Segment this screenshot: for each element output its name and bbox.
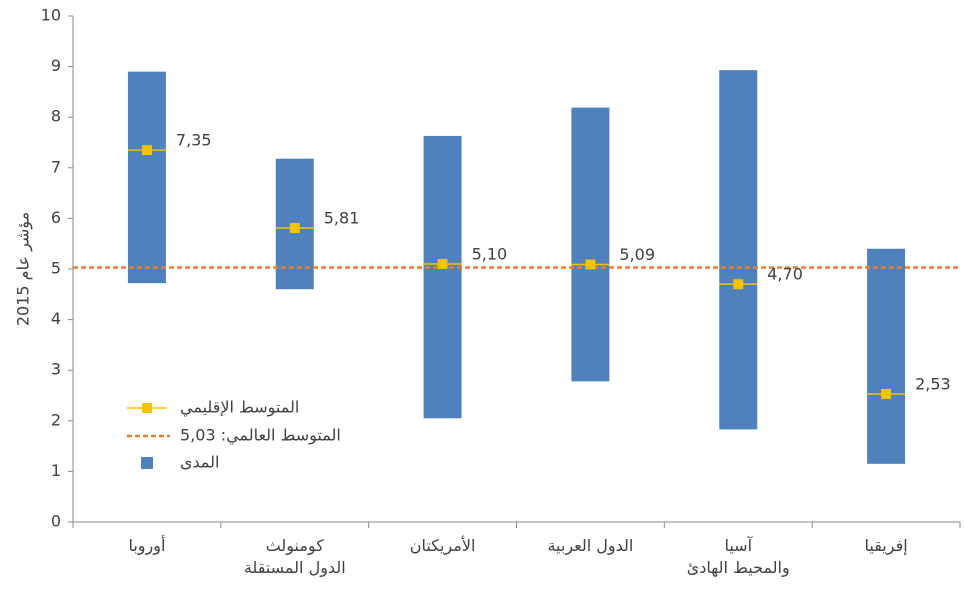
range-bar [571,107,610,382]
y-tick-label: 4 [51,309,61,328]
y-tick-label: 6 [51,208,61,227]
legend-label: المتوسط العالمي: 5,03 [180,426,341,446]
y-tick-label: 8 [51,107,61,126]
average-marker [437,258,448,269]
legend-swatch [142,403,152,413]
x-tick-label: الدول العربية [547,536,633,556]
y-tick-label: 3 [51,360,61,379]
legend-label: المتوسط الإقليمي [180,398,299,418]
range-bar [867,248,906,464]
x-tick-label: أوروبا [128,535,165,556]
y-tick-label: 9 [51,56,61,75]
average-marker [733,279,744,290]
legend-swatch [141,457,153,469]
average-marker [289,223,300,234]
x-tick-label: آسيا والمحيط الهادئ [687,536,790,578]
x-tick-label: الأمريكتان [410,535,476,556]
average-marker [585,259,596,270]
average-marker [881,388,892,399]
y-tick-label: 2 [51,410,61,429]
average-marker [141,145,152,156]
y-tick-label: 5 [51,259,61,278]
range-bar [719,70,758,430]
range-bar [127,71,166,284]
y-tick-label: 10 [41,6,61,25]
y-tick-label: 7 [51,157,61,176]
y-tick-label: 1 [51,461,61,480]
value-label: 4,70 [767,265,803,284]
y-tick-label: 0 [51,512,61,531]
value-label: 7,35 [176,131,212,150]
value-label: 5,81 [324,209,360,228]
value-label: 5,10 [472,244,508,263]
range-bar [423,135,462,419]
value-label: 2,53 [915,374,951,393]
value-label: 5,09 [619,245,655,264]
legend-label: المدى [180,453,220,472]
x-tick-label: إفريقيا [864,536,907,556]
x-tick-label: كومنولث الدول المستقلة [244,536,346,578]
y-axis-label: مؤشر عام 2015 [14,212,34,326]
